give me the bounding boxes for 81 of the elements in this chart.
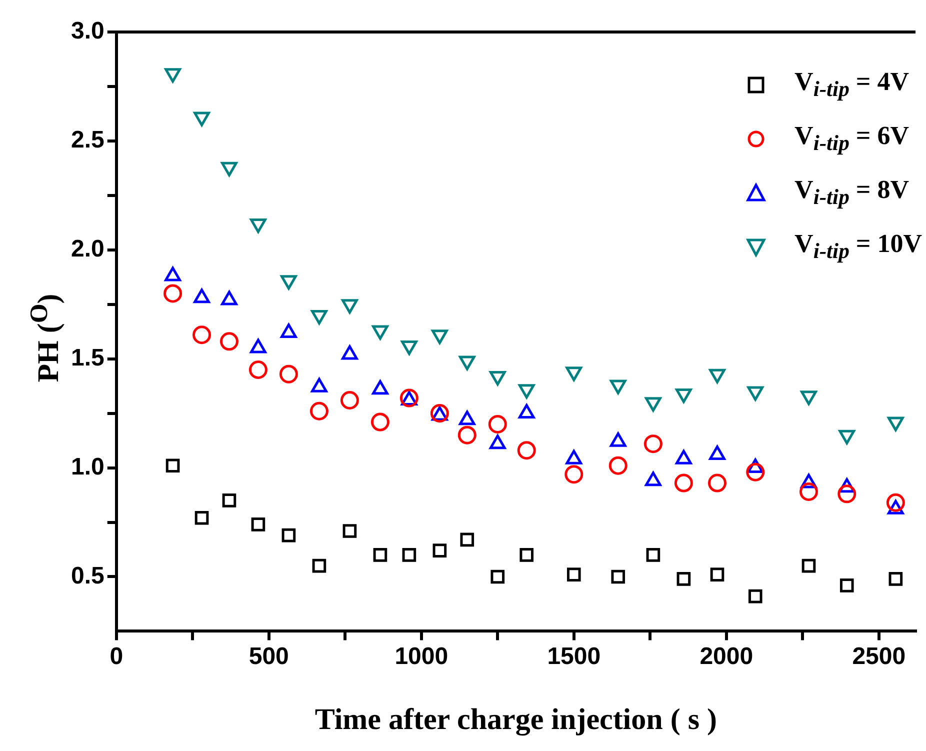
point [708, 474, 726, 492]
point [432, 544, 447, 558]
point [310, 402, 328, 420]
point [886, 493, 905, 512]
point [520, 548, 534, 562]
point [432, 330, 448, 344]
point [888, 572, 903, 586]
point [221, 162, 238, 176]
point [194, 112, 210, 126]
point [610, 380, 626, 394]
point [746, 462, 765, 482]
point [802, 558, 816, 573]
point [748, 589, 762, 604]
point [676, 388, 692, 403]
point [342, 524, 357, 538]
point [887, 416, 904, 432]
x-tick-label: 1500 [547, 643, 601, 670]
point [644, 434, 662, 454]
point [490, 570, 505, 584]
point [401, 340, 418, 356]
y-tick-label: 3.0 [70, 18, 104, 45]
point [458, 426, 476, 444]
point [838, 430, 856, 444]
x-tick-label: 2000 [700, 643, 754, 670]
legend-label: V$_{i-tip}$ = 10V [794, 229, 922, 265]
point [248, 360, 268, 379]
x-tick-label: 0 [110, 643, 124, 670]
point [222, 494, 236, 508]
point [164, 284, 182, 303]
point [192, 326, 212, 344]
point [800, 390, 817, 406]
point [220, 332, 238, 351]
point [279, 364, 298, 384]
y-tick-label: 2.0 [70, 236, 104, 263]
point [564, 465, 584, 484]
y-tick-label: 0.5 [70, 562, 104, 590]
point [311, 310, 328, 325]
point [373, 548, 388, 562]
point [342, 299, 358, 314]
point [566, 568, 581, 582]
x-axis-title: Time after charge injection ( s ) [314, 702, 717, 736]
point [164, 68, 181, 83]
point [370, 412, 390, 432]
point [840, 578, 854, 592]
point [340, 390, 359, 410]
x-tick-label: 1000 [394, 643, 448, 670]
point [518, 384, 535, 399]
y-tick-label: 1.5 [70, 344, 104, 372]
legend-label: V$_{i-tip}$ = 4V [794, 67, 909, 103]
y-tick-label: 1.0 [70, 453, 104, 480]
x-tick-label: 2500 [852, 643, 906, 670]
point [280, 275, 297, 290]
point [458, 356, 476, 370]
point [674, 474, 693, 492]
point [250, 218, 266, 233]
point [194, 510, 209, 525]
point [646, 548, 660, 562]
point [676, 572, 691, 586]
point [710, 568, 724, 582]
point [517, 441, 536, 460]
point [799, 482, 818, 501]
point [312, 558, 326, 573]
point [747, 386, 764, 401]
point [611, 570, 626, 584]
y-tick-label: 2.5 [70, 126, 104, 154]
point [608, 456, 628, 475]
point [838, 484, 856, 504]
point [402, 548, 416, 562]
point [709, 368, 726, 384]
point [645, 397, 662, 412]
point [166, 458, 180, 473]
x-tick-label: 500 [248, 643, 289, 670]
point [566, 366, 582, 382]
point [489, 371, 506, 386]
point [282, 528, 296, 542]
point [251, 518, 266, 532]
legend-label: V$_{i-tip}$ = 8V [794, 175, 909, 211]
legend-label: V$_{i-tip}$ = 6V [794, 121, 909, 157]
point [488, 414, 507, 434]
point [372, 325, 388, 340]
point [460, 532, 474, 547]
